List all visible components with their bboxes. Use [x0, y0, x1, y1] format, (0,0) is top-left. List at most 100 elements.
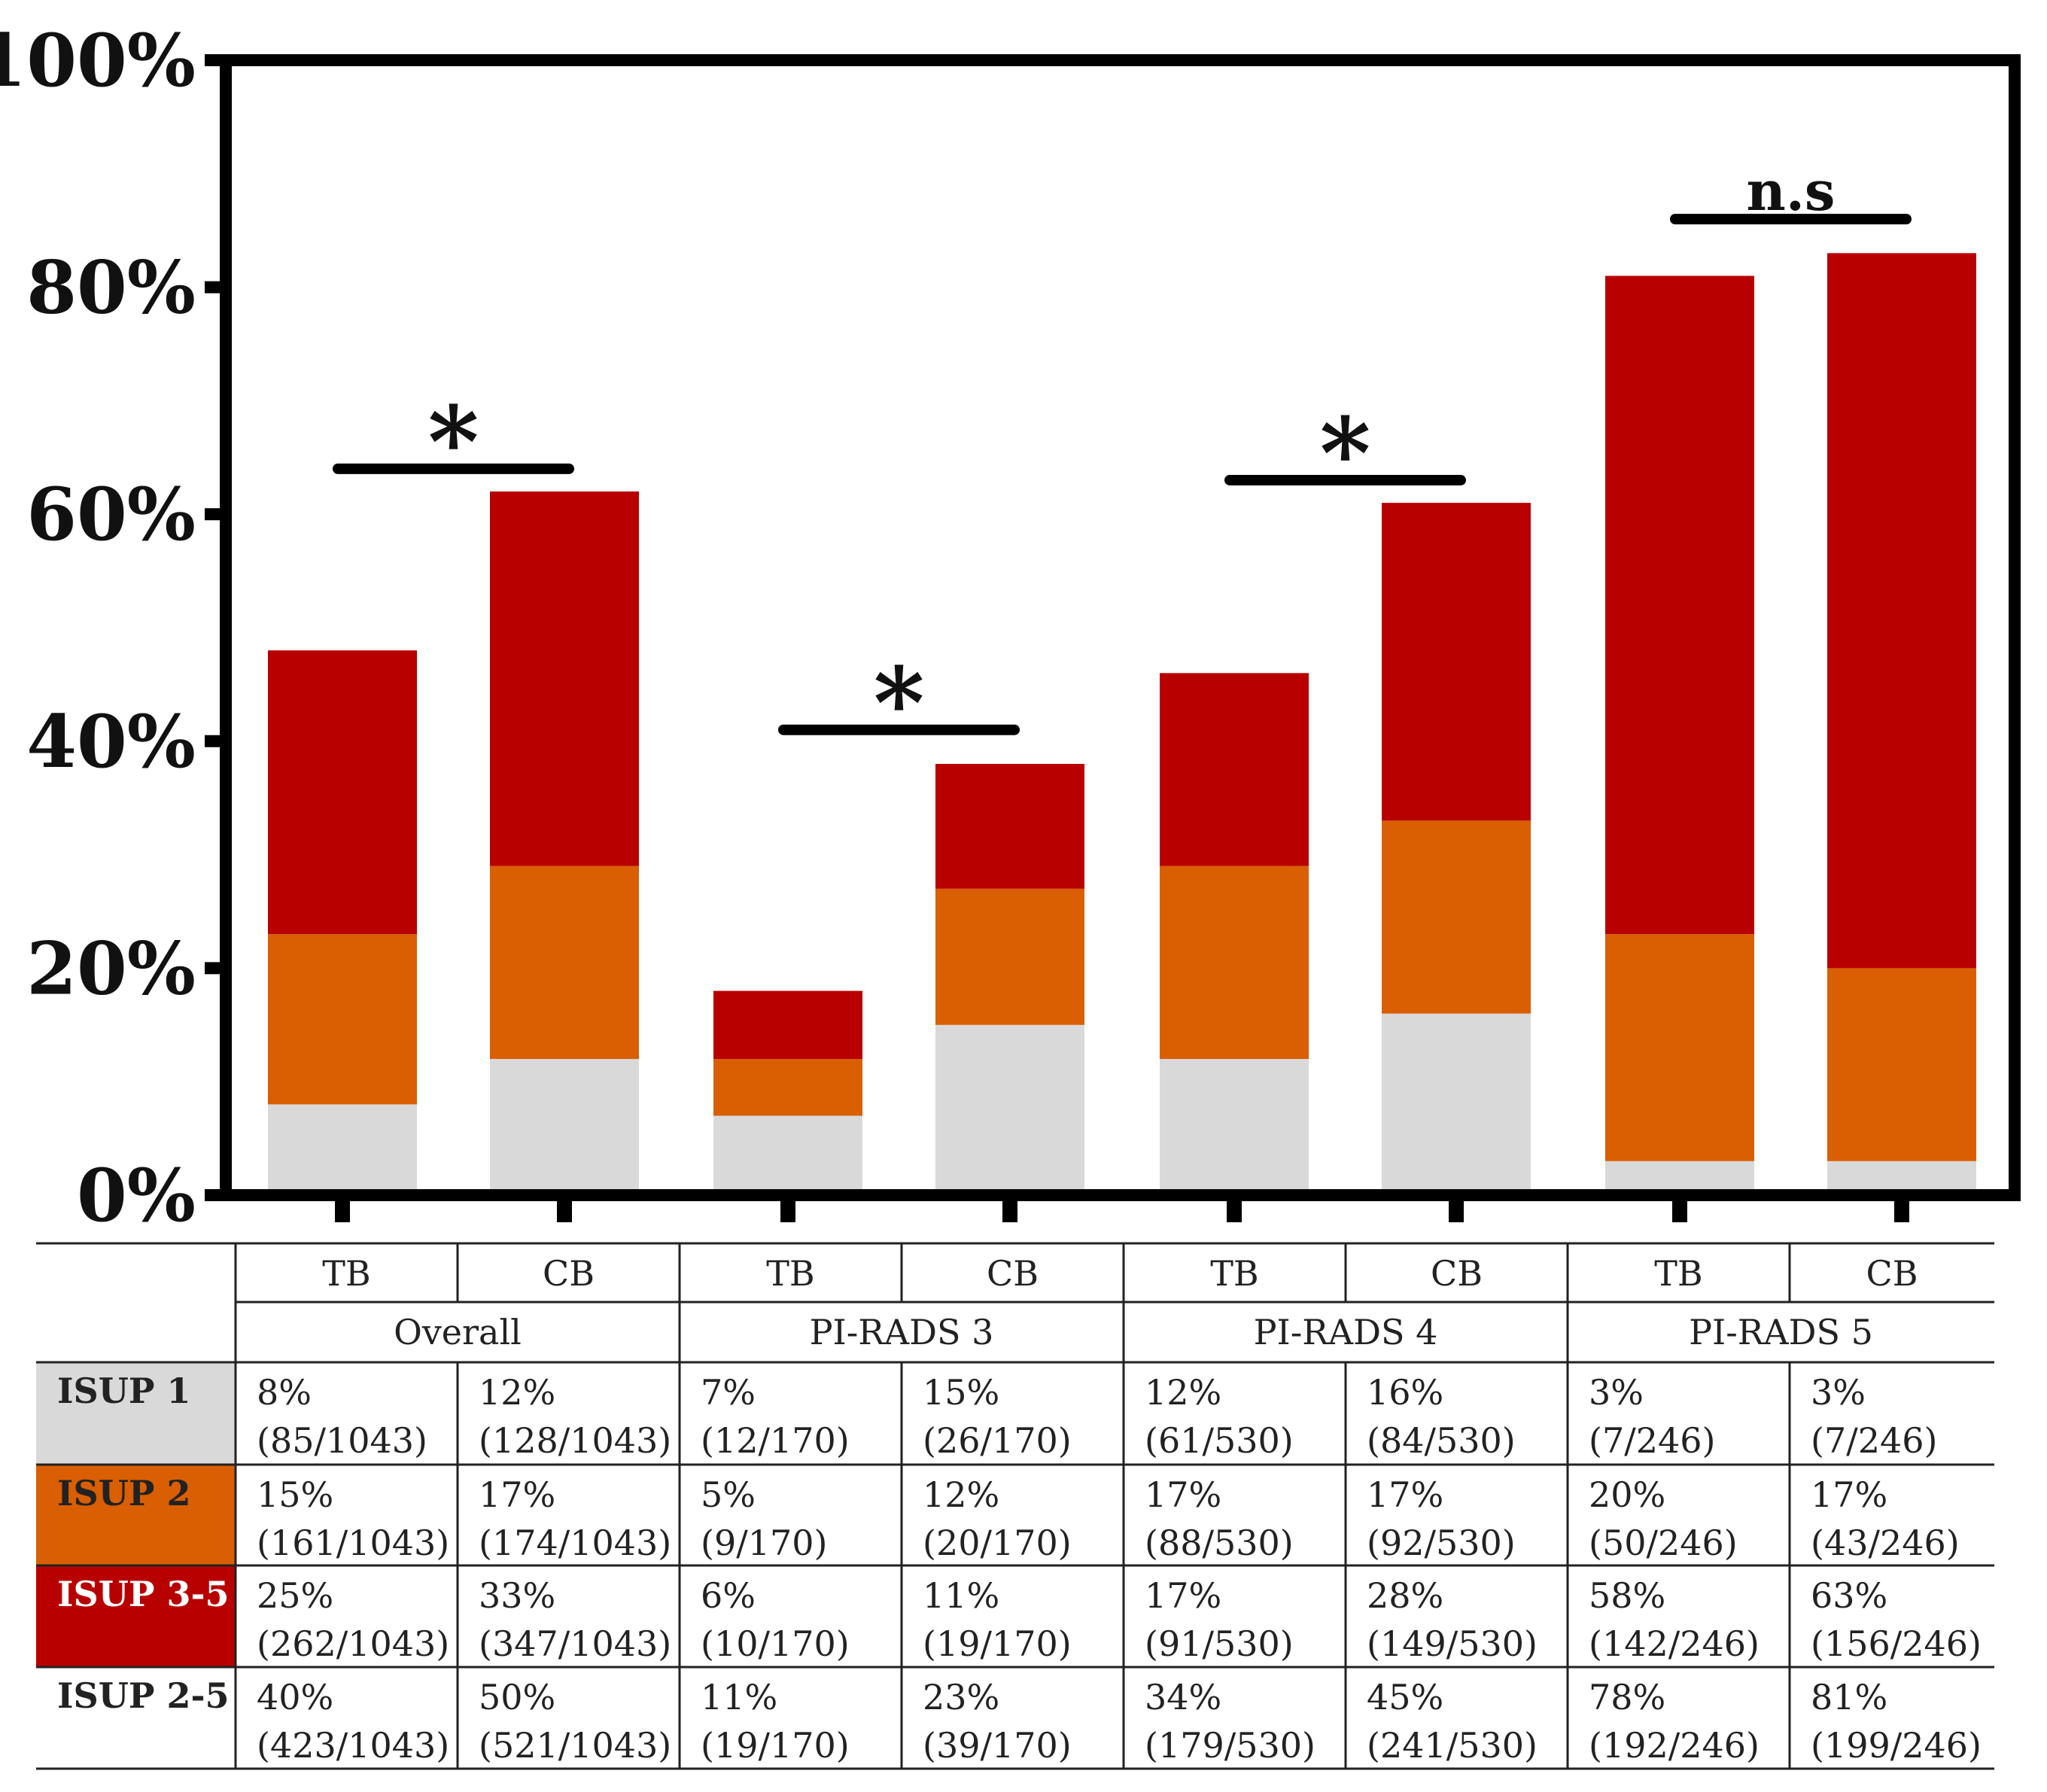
bars-group	[268, 253, 1976, 1195]
plot-frame	[220, 54, 2021, 1201]
cell-count: (84/530)	[1367, 1420, 1516, 1461]
row-label-bg	[36, 1465, 236, 1565]
bar-segment-isup-2	[713, 1059, 862, 1116]
cell-percent: 12%	[479, 1372, 555, 1413]
cell-count: (192/246)	[1589, 1725, 1760, 1766]
bar-segment-isup-2	[1382, 820, 1531, 1014]
cell-count: (92/530)	[1367, 1523, 1516, 1563]
significance-label: n.s	[1747, 159, 1836, 223]
cell-count: (85/1043)	[257, 1420, 427, 1461]
cell-count: (43/246)	[1811, 1523, 1960, 1563]
row-label: ISUP 1	[57, 1371, 190, 1411]
cell-count: (161/1043)	[257, 1523, 449, 1563]
cell-percent: 3%	[1589, 1372, 1644, 1413]
cell-percent: 33%	[479, 1575, 555, 1616]
cell-percent: 78%	[1589, 1677, 1665, 1717]
row-label-bg	[36, 1667, 236, 1769]
cell-count: (199/246)	[1811, 1725, 1982, 1766]
significance-group: * * * n.s	[333, 159, 1912, 761]
bar-segment-isup-1	[713, 1115, 862, 1195]
cell-percent: 58%	[1589, 1575, 1665, 1616]
bar-segment-isup-1	[268, 1104, 417, 1195]
bar-segment-isup-2	[1160, 866, 1309, 1060]
bar-segment-isup-3-5	[713, 990, 862, 1060]
cell-count: (7/246)	[1589, 1420, 1715, 1461]
cell-count: (20/170)	[923, 1523, 1072, 1563]
cell-count: (179/530)	[1145, 1725, 1315, 1766]
bar-segment-isup-3-5	[1160, 673, 1309, 866]
column-label: CB	[987, 1253, 1039, 1294]
cell-percent: 16%	[1367, 1372, 1443, 1413]
cell-percent: 20%	[1589, 1474, 1665, 1515]
column-label: TB	[1654, 1253, 1703, 1294]
bar-segment-isup-1	[935, 1024, 1084, 1195]
group-label: PI-RADS 5	[1689, 1312, 1873, 1352]
row-label: ISUP 3-5	[57, 1574, 230, 1614]
row-label: ISUP 2	[57, 1473, 190, 1514]
cell-percent: 63%	[1811, 1575, 1887, 1616]
significance-label: *	[874, 646, 925, 761]
cell-count: (156/246)	[1811, 1623, 1982, 1664]
bar-segment-isup-2	[268, 934, 417, 1105]
row-label-bg	[36, 1565, 236, 1667]
cell-percent: 8%	[257, 1372, 312, 1413]
bar-segment-isup-3-5	[268, 650, 417, 935]
group-label: Overall	[394, 1312, 522, 1352]
cell-count: (7/246)	[1811, 1420, 1937, 1461]
cell-percent: 28%	[1367, 1575, 1443, 1616]
cell-percent: 17%	[479, 1474, 555, 1515]
column-label: CB	[1866, 1253, 1918, 1294]
cell-percent: 17%	[1367, 1474, 1443, 1515]
y-tick-label: 20%	[26, 926, 196, 1011]
row-label-bg	[36, 1362, 236, 1465]
cell-count: (19/170)	[701, 1725, 850, 1766]
cell-percent: 11%	[923, 1575, 999, 1616]
cell-count: (9/170)	[701, 1523, 827, 1563]
column-label: CB	[543, 1253, 595, 1294]
cell-percent: 23%	[923, 1677, 999, 1717]
cell-percent: 45%	[1367, 1677, 1443, 1717]
bar-segment-isup-3-5	[1382, 503, 1531, 821]
bar-segment-isup-3-5	[1605, 275, 1754, 935]
cell-percent: 5%	[701, 1474, 756, 1515]
cell-count: (61/530)	[1145, 1420, 1294, 1461]
cell-count: (12/170)	[701, 1420, 850, 1461]
cell-percent: 12%	[923, 1474, 999, 1515]
group-label: PI-RADS 3	[810, 1312, 994, 1352]
bar-segment-isup-3-5	[935, 763, 1084, 889]
y-tick-label: 60%	[26, 472, 196, 557]
cell-count: (149/530)	[1367, 1623, 1538, 1664]
cell-percent: 11%	[701, 1677, 777, 1717]
cell-count: (347/1043)	[479, 1623, 671, 1664]
significance-label: *	[1320, 396, 1371, 511]
y-tick-label: 100%	[0, 18, 196, 103]
y-axis: 0% 20% 40% 60% 80% 100%	[0, 18, 226, 1238]
cell-percent: 15%	[923, 1372, 999, 1413]
column-label: TB	[766, 1253, 815, 1294]
bar-segment-isup-3-5	[1827, 253, 1976, 969]
column-label: CB	[1431, 1253, 1483, 1294]
cell-percent: 12%	[1145, 1372, 1221, 1413]
cell-count: (142/246)	[1589, 1623, 1760, 1664]
bar-segment-isup-2	[935, 888, 1084, 1025]
cell-count: (50/246)	[1589, 1523, 1738, 1563]
cell-count: (174/1043)	[479, 1523, 671, 1563]
cell-count: (88/530)	[1145, 1523, 1294, 1563]
cell-count: (423/1043)	[257, 1725, 449, 1766]
cell-count: (521/1043)	[479, 1725, 671, 1766]
cell-percent: 15%	[257, 1474, 333, 1515]
row-label: ISUP 2-5	[57, 1675, 230, 1716]
cell-count: (19/170)	[923, 1623, 1072, 1664]
cell-count: (39/170)	[923, 1725, 1072, 1766]
cell-count: (91/530)	[1145, 1623, 1294, 1664]
cell-count: (10/170)	[701, 1623, 850, 1664]
x-axis	[335, 1195, 1909, 1222]
y-tick-label: 0%	[77, 1153, 196, 1238]
cell-percent: 17%	[1145, 1474, 1221, 1515]
cell-count: (262/1043)	[257, 1623, 449, 1664]
cell-percent: 3%	[1811, 1372, 1866, 1413]
cell-percent: 34%	[1145, 1677, 1221, 1717]
y-tick-label: 40%	[26, 699, 196, 784]
data-table: TB CB TB CB TB CB TB CB Overall PI-RADS 3 PI-RADS …	[36, 1242, 1994, 1770]
